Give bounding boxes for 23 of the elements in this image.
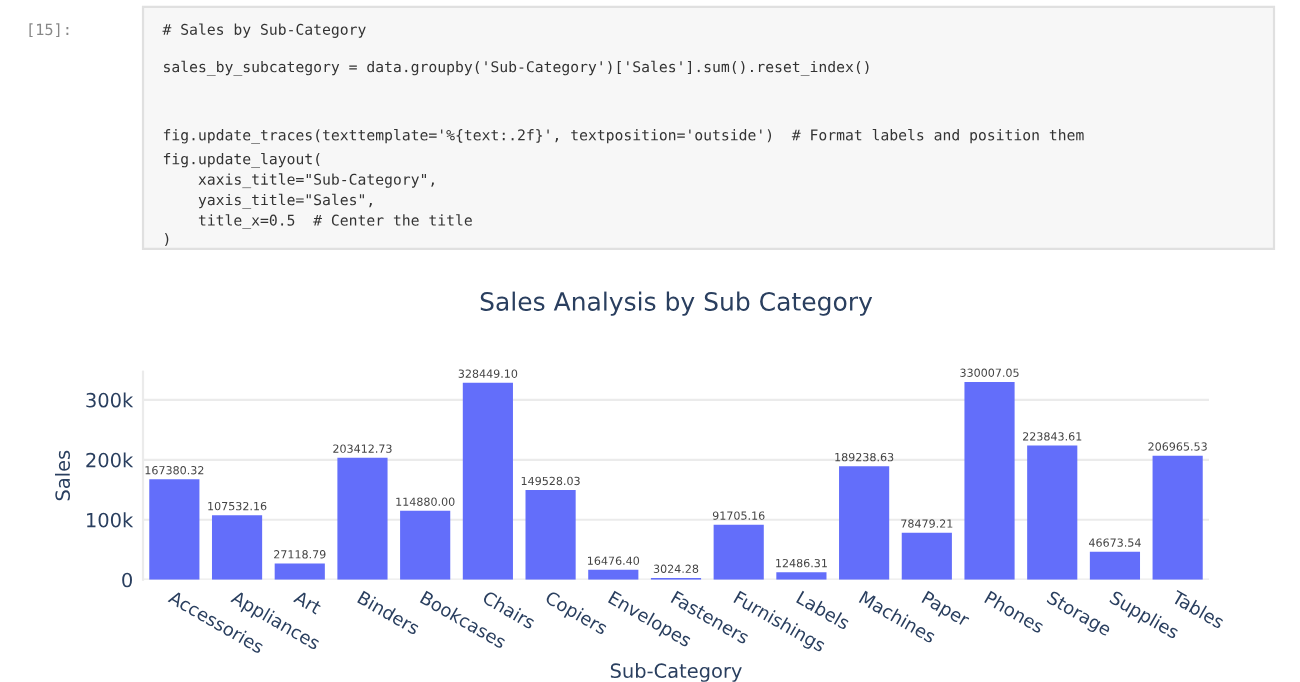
y-tick-label: 200k: [86, 452, 134, 468]
bar: [462, 382, 513, 580]
bar: [839, 466, 890, 580]
chart-title: Sales Analysis by Sub Category: [480, 291, 873, 316]
y-tick-label: 300k: [86, 392, 134, 408]
bar: [964, 381, 1015, 580]
bar: [400, 510, 451, 580]
bar: [776, 572, 827, 580]
bar: [337, 457, 388, 580]
bar: [713, 524, 764, 580]
y-axis-title: Sales: [54, 450, 71, 501]
bar: [274, 563, 325, 580]
bar: [1027, 445, 1078, 580]
bar: [588, 569, 639, 580]
bar: [211, 515, 263, 580]
bar: [901, 532, 952, 580]
y-tick-label: 100k: [87, 512, 134, 528]
bar: [149, 479, 200, 580]
bar: [1152, 455, 1203, 580]
bar: [525, 490, 576, 580]
x-axis-title: Sub-Category: [610, 663, 742, 682]
y-tick-label: 0: [122, 572, 132, 588]
bar: [1089, 551, 1141, 580]
